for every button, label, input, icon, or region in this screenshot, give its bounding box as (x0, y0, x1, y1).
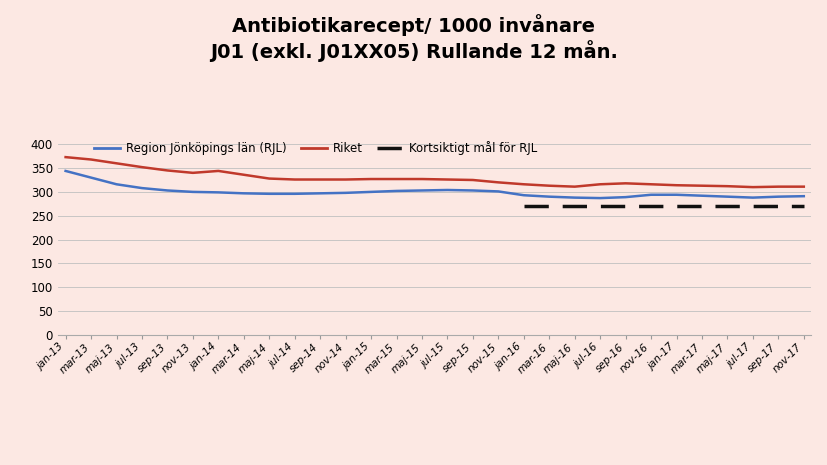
Riket (136, 164, 146, 170)
Region Jönköpings län (RJL) (722, 194, 732, 199)
Riket (798, 184, 808, 189)
Region Jönköpings län (RJL) (162, 188, 172, 193)
Region Jönköpings län (RJL) (543, 194, 553, 199)
Riket (493, 179, 503, 185)
Riket (289, 177, 299, 182)
Region Jönköpings län (RJL) (60, 168, 70, 174)
Region Jönköpings län (RJL) (747, 195, 757, 200)
Kortsiktigt mål för RJL (772, 203, 782, 209)
Region Jönköpings län (RJL) (442, 187, 452, 193)
Riket (696, 183, 706, 188)
Riket (442, 177, 452, 182)
Region Jönköpings län (RJL) (238, 191, 248, 196)
Region Jönköpings län (RJL) (136, 185, 146, 191)
Region Jönköpings län (RJL) (645, 192, 655, 198)
Line: Region Jönköpings län (RJL): Region Jönköpings län (RJL) (65, 171, 803, 198)
Region Jönköpings län (RJL) (86, 175, 96, 180)
Riket (543, 183, 553, 188)
Kortsiktigt mål för RJL (747, 203, 757, 209)
Region Jönköpings län (RJL) (289, 191, 299, 197)
Riket (162, 168, 172, 173)
Riket (722, 183, 732, 189)
Region Jönköpings län (RJL) (519, 193, 528, 198)
Region Jönköpings län (RJL) (493, 189, 503, 194)
Riket (366, 176, 375, 182)
Region Jönköpings län (RJL) (391, 188, 401, 194)
Region Jönköpings län (RJL) (315, 191, 325, 196)
Legend: Region Jönköpings län (RJL), Riket, Kortsiktigt mål för RJL: Region Jönköpings län (RJL), Riket, Kort… (94, 141, 536, 155)
Region Jönköpings län (RJL) (772, 194, 782, 199)
Riket (391, 176, 401, 182)
Kortsiktigt mål för RJL (645, 203, 655, 209)
Kortsiktigt mål för RJL (519, 203, 528, 209)
Region Jönköpings län (RJL) (798, 193, 808, 199)
Kortsiktigt mål för RJL (696, 203, 706, 209)
Region Jönköpings län (RJL) (340, 190, 350, 196)
Kortsiktigt mål för RJL (543, 203, 553, 209)
Riket (238, 172, 248, 178)
Line: Riket: Riket (65, 157, 803, 187)
Region Jönköpings län (RJL) (366, 189, 375, 195)
Region Jönköpings län (RJL) (620, 194, 630, 200)
Riket (620, 180, 630, 186)
Riket (467, 177, 477, 183)
Riket (315, 177, 325, 182)
Kortsiktigt mål för RJL (722, 203, 732, 209)
Region Jönköpings län (RJL) (417, 188, 427, 193)
Riket (747, 184, 757, 190)
Riket (519, 181, 528, 187)
Kortsiktigt mål för RJL (798, 203, 808, 209)
Riket (264, 176, 274, 181)
Region Jönköpings län (RJL) (671, 192, 681, 198)
Riket (569, 184, 579, 189)
Riket (86, 157, 96, 162)
Riket (112, 160, 122, 166)
Kortsiktigt mål för RJL (595, 203, 605, 209)
Text: Antibiotikarecept/ 1000 invånare
J01 (exkl. J01XX05) Rullande 12 mån.: Antibiotikarecept/ 1000 invånare J01 (ex… (210, 14, 617, 61)
Riket (671, 182, 681, 188)
Riket (213, 168, 223, 174)
Riket (417, 176, 427, 182)
Riket (340, 177, 350, 182)
Kortsiktigt mål för RJL (569, 203, 579, 209)
Riket (595, 181, 605, 187)
Region Jönköpings län (RJL) (188, 189, 198, 195)
Region Jönköpings län (RJL) (264, 191, 274, 197)
Region Jönköpings län (RJL) (112, 181, 122, 187)
Region Jönköpings län (RJL) (696, 193, 706, 199)
Riket (188, 170, 198, 176)
Region Jönköpings län (RJL) (213, 190, 223, 195)
Region Jönköpings län (RJL) (569, 195, 579, 200)
Kortsiktigt mål för RJL (620, 203, 630, 209)
Region Jönköpings län (RJL) (467, 188, 477, 193)
Kortsiktigt mål för RJL (671, 203, 681, 209)
Riket (645, 181, 655, 187)
Riket (772, 184, 782, 189)
Riket (60, 154, 70, 160)
Region Jönköpings län (RJL) (595, 195, 605, 201)
